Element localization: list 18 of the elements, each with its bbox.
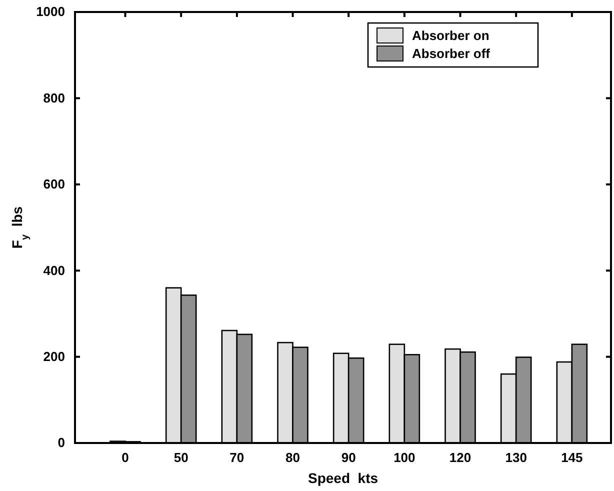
- x-tick-label: 0: [122, 450, 129, 466]
- x-tick-label: 130: [505, 450, 527, 466]
- y-tick-label: 600: [43, 176, 65, 192]
- y-tick-label: 1000: [36, 4, 65, 20]
- y-tick-label: 400: [43, 262, 65, 278]
- x-tick-label: 145: [561, 450, 583, 466]
- x-axis-title: Speed kts: [308, 470, 378, 486]
- y-tick-label: 800: [43, 90, 65, 106]
- legend-label: Absorber on: [412, 28, 490, 43]
- x-tick-label: 100: [394, 450, 416, 466]
- x-tick-label: 90: [341, 450, 356, 466]
- x-tick-label: 80: [286, 450, 300, 466]
- y-tick-label: 200: [43, 348, 65, 364]
- legend-label: Absorber off: [412, 46, 491, 61]
- y-tick-label: 0: [58, 435, 65, 450]
- x-tick-label: 70: [230, 450, 244, 466]
- x-tick-label: 50: [174, 450, 188, 466]
- x-tick-label: 120: [449, 450, 472, 466]
